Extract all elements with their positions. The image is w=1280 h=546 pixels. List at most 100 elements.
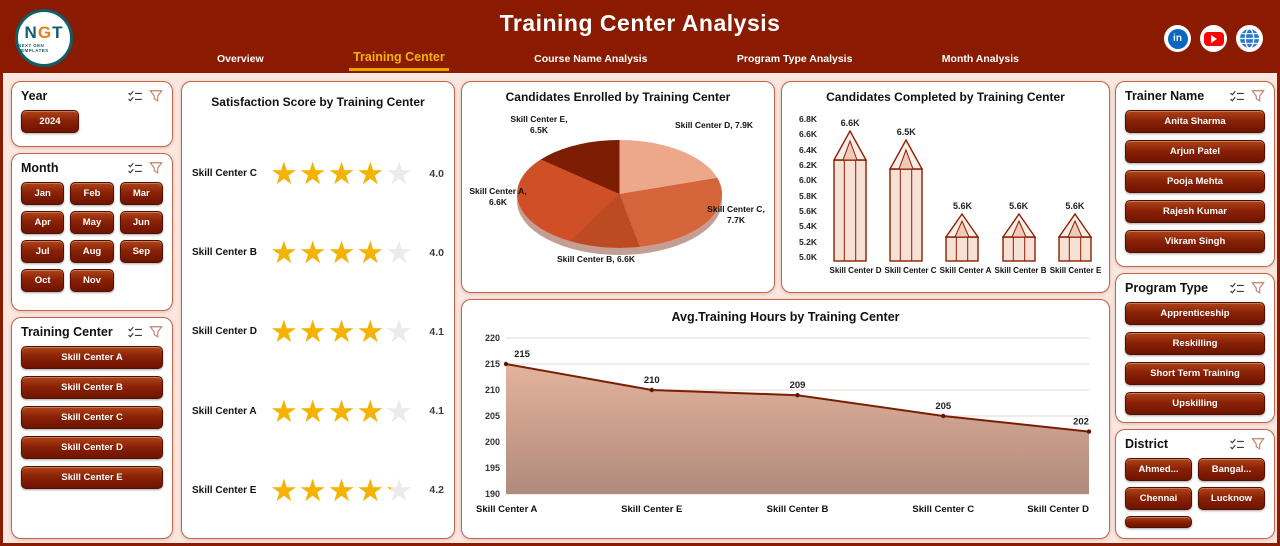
month-option[interactable]: Jun	[119, 211, 163, 234]
nav-tabs: Overview Training Center Course Name Analy…	[213, 45, 1023, 71]
enrolled-pie-title: Candidates Enrolled by Training Center	[505, 90, 731, 104]
youtube-icon[interactable]	[1200, 25, 1227, 52]
company-logo: NGT NEXT GEN TEMPLATES	[15, 9, 73, 67]
pencil-icon	[1001, 213, 1036, 262]
month-option[interactable]: Apr	[21, 211, 65, 234]
select-all-icon[interactable]	[127, 90, 143, 102]
filter-icon[interactable]	[1251, 281, 1265, 295]
bar-value-label: 5.6K	[952, 201, 972, 211]
satisfaction-chart-panel: Satisfaction Score by Training Center Sk…	[181, 81, 455, 539]
trainer-option[interactable]: Rajesh Kumar	[1125, 200, 1265, 223]
bar-category-label: Skill Center B	[994, 266, 1047, 275]
program-type-option[interactable]: Apprenticeship	[1125, 302, 1265, 325]
tab-course-name-analysis[interactable]: Course Name Analysis	[534, 53, 648, 65]
star-rating: ★★★★★★★★★★	[270, 235, 414, 271]
pencil-plot: 6.6K 6.5K 5.6K 5.6K 5.6K	[822, 114, 1103, 262]
trainer-name-slicer: Trainer Name Anita Sharma Arjun Patel Pooj…	[1115, 81, 1275, 267]
pie	[517, 140, 722, 248]
pencil-icon	[1057, 213, 1092, 262]
bar-category-label: Skill Center C	[884, 266, 937, 275]
pie-label: Skill Center D, 7.9K	[675, 120, 753, 130]
program-type-option[interactable]: Reskilling	[1125, 332, 1265, 355]
month-option[interactable]: Jan	[21, 182, 65, 205]
select-all-icon[interactable]	[1229, 282, 1245, 294]
y-tick-label: 6.4K	[799, 144, 817, 155]
svg-text:Skill Center A: Skill Center A	[476, 504, 538, 515]
year-slicer-title: Year	[21, 89, 48, 103]
tab-training-center[interactable]: Training Center	[349, 50, 449, 71]
rating-category: Skill Center C	[192, 168, 258, 180]
svg-text:210: 210	[644, 375, 660, 386]
month-option[interactable]: Feb	[70, 182, 114, 205]
rating-category: Skill Center B	[192, 247, 258, 259]
website-globe-icon[interactable]	[1236, 25, 1263, 52]
month-option[interactable]: Nov	[70, 269, 114, 292]
district-option[interactable]: Chennai	[1125, 487, 1192, 510]
area-chart-svg: 220 215 210 205 200 195 190 215 210 209 205 202 Skil…	[476, 333, 1092, 515]
rating-row: Skill Center A ★★★★★★★★★★ 4.1	[192, 396, 444, 427]
month-option[interactable]: May	[70, 211, 114, 234]
trainer-name-slicer-title: Trainer Name	[1125, 89, 1205, 103]
y-tick-label: 6.8K	[799, 114, 817, 124]
year-option[interactable]: 2024	[21, 110, 79, 133]
rating-category: Skill Center D	[192, 326, 258, 338]
month-option[interactable]: Mar	[119, 182, 163, 205]
month-option[interactable]: Jul	[21, 240, 65, 263]
pencil-cats: Skill Center D Skill Center C Skill Center…	[828, 266, 1103, 276]
district-option[interactable]: Lucknow	[1198, 487, 1265, 510]
program-type-option[interactable]: Short Term Training	[1125, 362, 1265, 385]
completed-bar-title: Candidates Completed by Training Center	[826, 90, 1065, 104]
tab-month-analysis[interactable]: Month Analysis	[941, 53, 1019, 65]
svg-text:220: 220	[485, 333, 500, 343]
rating-value: 4.1	[429, 325, 444, 338]
program-type-slicer: Program Type Apprenticeship Reskilling Sho…	[1115, 273, 1275, 423]
star-rating: ★★★★★★★★★★	[270, 314, 414, 350]
filter-icon[interactable]	[149, 325, 163, 339]
training-center-option[interactable]: Skill Center E	[21, 466, 163, 489]
y-tick-label: 6.6K	[799, 129, 817, 140]
month-slicer-title: Month	[21, 161, 59, 175]
trainer-option[interactable]: Arjun Patel	[1125, 140, 1265, 163]
filter-icon[interactable]	[1251, 437, 1265, 451]
program-type-option[interactable]: Upskilling	[1125, 392, 1265, 415]
filter-icon[interactable]	[149, 161, 163, 175]
training-center-option[interactable]: Skill Center A	[21, 346, 163, 369]
tab-program-type-analysis[interactable]: Program Type Analysis	[736, 53, 853, 65]
month-option[interactable]: Oct	[21, 269, 65, 292]
svg-text:Skill Center E: Skill Center E	[621, 504, 682, 515]
rating-value: 4.2	[429, 484, 444, 497]
tab-overview[interactable]: Overview	[217, 53, 264, 65]
svg-text:215: 215	[514, 349, 531, 360]
district-options: Ahmed... Bangal... Chennai Lucknow	[1125, 458, 1265, 528]
filter-icon[interactable]	[149, 89, 163, 103]
training-center-option[interactable]: Skill Center B	[21, 376, 163, 399]
linkedin-icon[interactable]: in	[1164, 25, 1191, 52]
y-tick-label: 5.2K	[799, 236, 817, 247]
y-tick-label: 5.6K	[799, 205, 817, 216]
month-option[interactable]: Aug	[70, 240, 114, 263]
logo-subtext: NEXT GEN TEMPLATES	[18, 43, 49, 53]
select-all-icon[interactable]	[127, 162, 143, 174]
month-option[interactable]: Sep	[119, 240, 163, 263]
bar-category-label: Skill Center D	[829, 266, 882, 275]
pencil-y-axis: 6.8K 6.6K 6.4K 6.2K 6.0K 5.8K 5.6K 5.4K 5.2K 5.0K	[790, 114, 822, 262]
svg-text:210: 210	[485, 385, 500, 395]
month-options: Jan Feb Mar Apr May Jun Jul Aug Sep Oct Nov	[21, 182, 163, 292]
district-option[interactable]	[1125, 516, 1192, 528]
select-all-icon[interactable]	[1229, 438, 1245, 450]
select-all-icon[interactable]	[127, 326, 143, 338]
district-option[interactable]: Ahmed...	[1125, 458, 1192, 481]
select-all-icon[interactable]	[1229, 90, 1245, 102]
trainer-option[interactable]: Pooja Mehta	[1125, 170, 1265, 193]
pie-label: Skill Center B, 6.6K	[557, 254, 635, 264]
svg-text:Skill Center B: Skill Center B	[767, 504, 829, 515]
bar-value-label: 6.5K	[896, 127, 916, 137]
district-option[interactable]: Bangal...	[1198, 458, 1265, 481]
trainer-option[interactable]: Vikram Singh	[1125, 230, 1265, 253]
training-center-option[interactable]: Skill Center D	[21, 436, 163, 459]
trainer-option[interactable]: Anita Sharma	[1125, 110, 1265, 133]
filter-icon[interactable]	[1251, 89, 1265, 103]
training-center-option[interactable]: Skill Center C	[21, 406, 163, 429]
